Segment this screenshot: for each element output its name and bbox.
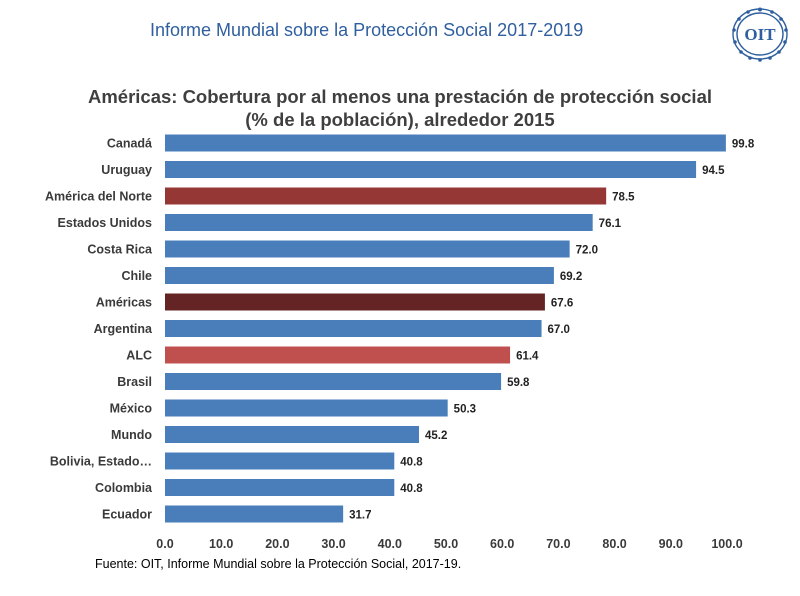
bar-2 — [165, 187, 607, 205]
x-axis-ticks: 0.0 10.0 20.0 30.0 40.0 50.0 60.0 70.0 80.0 90.0 1… — [156, 537, 742, 551]
value-label: 67.0 — [548, 324, 570, 336]
category-label: Bolivia, Estado… — [50, 455, 152, 469]
x-tick-label: 40.0 — [378, 537, 402, 551]
x-tick-label: 30.0 — [321, 537, 345, 551]
value-label: 69.2 — [560, 271, 582, 283]
x-tick-label: 10.0 — [209, 537, 233, 551]
bar-12 — [165, 452, 395, 470]
x-tick-label: 80.0 — [602, 537, 626, 551]
value-label: 59.8 — [507, 377, 530, 389]
category-label: Costa Rica — [87, 243, 153, 257]
value-label: 31.7 — [349, 510, 371, 522]
oit-logo: OIT — [728, 6, 792, 62]
x-tick-label: 0.0 — [156, 537, 173, 551]
x-tick-label: 100.0 — [711, 537, 742, 551]
bar-7 — [165, 320, 542, 337]
chart-title-line-1: Américas: Cobertura por al menos una pre… — [87, 86, 713, 107]
oit-logo-emblem: OIT — [732, 7, 788, 62]
value-label: 40.8 — [400, 483, 423, 495]
category-label: Chile — [121, 269, 152, 283]
bar-10 — [165, 399, 448, 417]
category-label: Argentina — [94, 322, 153, 336]
x-tick-label: 70.0 — [546, 537, 570, 551]
category-label: Mundo — [111, 428, 152, 442]
chart-title: Américas: Cobertura por al menos una pre… — [0, 85, 800, 131]
category-label: Américas — [96, 296, 152, 310]
source-note: Fuente: OIT, Informe Mundial sobre la Pr… — [95, 557, 462, 571]
bar-11 — [165, 426, 420, 443]
category-labels: Canadá Uruguay América del Norte Estados Un… — [45, 137, 153, 522]
bar-0 — [165, 134, 726, 152]
category-label: Canadá — [107, 137, 152, 151]
value-label: 99.8 — [732, 139, 755, 151]
bar-1 — [165, 161, 697, 178]
category-label: Estados Unidos — [58, 216, 153, 230]
bar-9 — [165, 373, 502, 390]
bars-layer — [165, 134, 726, 523]
bar-8 — [165, 346, 511, 364]
value-label: 50.3 — [454, 404, 476, 416]
category-label: Colombia — [95, 481, 153, 495]
bar-6 — [165, 293, 545, 311]
category-label: Brasil — [117, 375, 152, 389]
bar-14 — [165, 505, 344, 523]
logo-text: OIT — [744, 25, 776, 44]
x-tick-label: 90.0 — [659, 537, 683, 551]
bar-13 — [165, 479, 395, 496]
value-label: 78.5 — [612, 192, 635, 204]
value-label: 72.0 — [576, 245, 598, 257]
value-label: 94.5 — [702, 165, 725, 177]
x-tick-label: 50.0 — [434, 537, 458, 551]
x-tick-label: 20.0 — [265, 537, 289, 551]
category-label: México — [110, 402, 153, 416]
value-labels: 99.8 94.5 78.5 76.1 72.0 69.2 67.6 67.0 61.4 59.8… — [349, 139, 755, 522]
value-label: 61.4 — [516, 351, 539, 363]
category-label: América del Norte — [45, 190, 152, 204]
chart-title-line-2: (% de la población), alrededor 2015 — [245, 109, 555, 130]
bar-5 — [165, 267, 554, 284]
value-label: 67.6 — [551, 298, 573, 310]
report-header-title: Informe Mundial sobre la Protección Soci… — [150, 20, 584, 40]
category-label: Uruguay — [101, 163, 152, 177]
value-label: 45.2 — [425, 430, 447, 442]
bar-4 — [165, 240, 570, 258]
x-tick-label: 60.0 — [490, 537, 514, 551]
value-label: 76.1 — [599, 218, 622, 230]
bar-3 — [165, 214, 593, 231]
value-label: 40.8 — [400, 457, 423, 469]
category-label: Ecuador — [102, 508, 152, 522]
category-label: ALC — [126, 349, 152, 363]
